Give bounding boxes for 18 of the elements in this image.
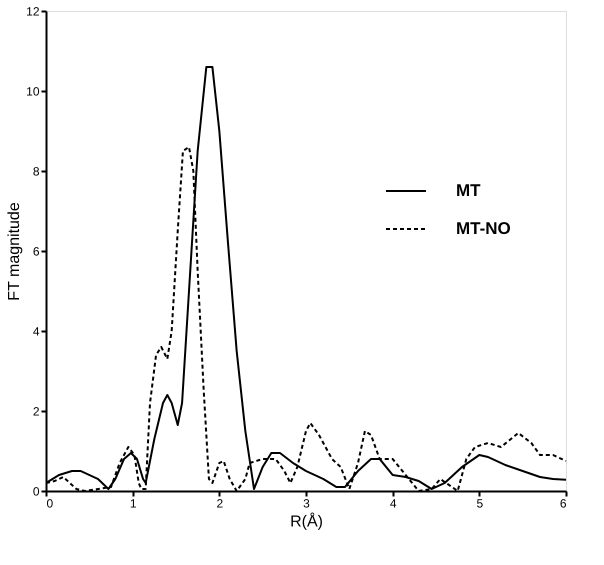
x-axis-title: R(Å)	[290, 512, 323, 530]
y-tick-label: 12	[26, 4, 40, 18]
y-tick-label: 4	[32, 324, 40, 338]
x-tick-label: 3	[303, 496, 310, 510]
legend-label: MT-NO	[456, 219, 511, 238]
y-axis-title: FT magnitude	[6, 202, 24, 301]
x-tick-label: 6	[560, 496, 567, 510]
y-tick-label: 10	[26, 84, 40, 98]
y-tick-label: 2	[32, 404, 40, 418]
x-tick-label: 5	[476, 496, 484, 510]
y-tick-label: 8	[32, 164, 40, 178]
x-tick-label: 1	[130, 496, 137, 510]
x-tick-label: 2	[216, 496, 224, 510]
y-tick-label: 0	[32, 484, 40, 498]
x-tick-label: 4	[390, 496, 397, 510]
y-tick-label: 6	[32, 244, 40, 258]
x-tick-label: 0	[46, 496, 54, 510]
legend-label: MT	[456, 181, 482, 200]
